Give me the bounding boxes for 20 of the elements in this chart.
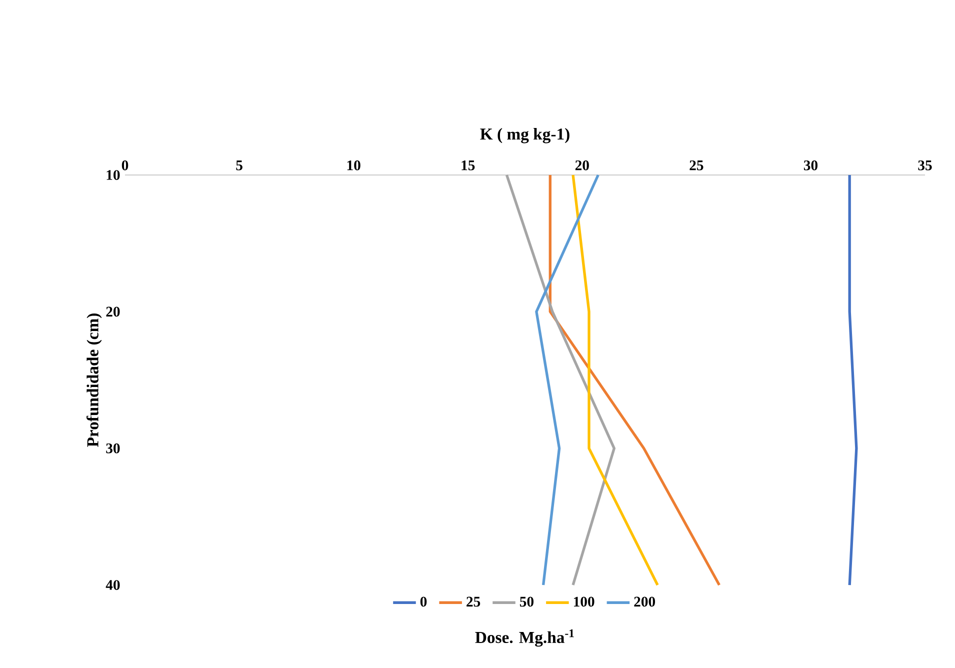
- x-tick-label: 10: [347, 160, 360, 170]
- x-axis-title: K ( mg kg-1): [480, 128, 570, 144]
- x-tick-label: 5: [236, 160, 242, 170]
- x-tick-label: 20: [575, 160, 589, 170]
- legend-title: Dose. Mg.ha$^{-1}$: [475, 629, 574, 647]
- x-tick-label: 30: [804, 160, 818, 170]
- y-tick-label: 30: [106, 443, 120, 454]
- y-axis-title: Profundidade (cm): [86, 314, 102, 447]
- x-tick-label: 0: [122, 160, 128, 170]
- y-tick-label: 40: [106, 580, 120, 590]
- legend-label: 200: [634, 596, 656, 607]
- x-tick-label: 35: [918, 160, 932, 170]
- y-tick-label: 10: [106, 170, 120, 180]
- x-tick-label: 15: [462, 160, 475, 170]
- legend-label: 100: [574, 596, 594, 607]
- y-tick-label: 20: [106, 306, 120, 317]
- x-tick-label: 25: [690, 160, 704, 170]
- legend-label: 25: [466, 596, 480, 607]
- legend-label: 0: [420, 596, 427, 607]
- legend-label: 50: [520, 596, 534, 607]
